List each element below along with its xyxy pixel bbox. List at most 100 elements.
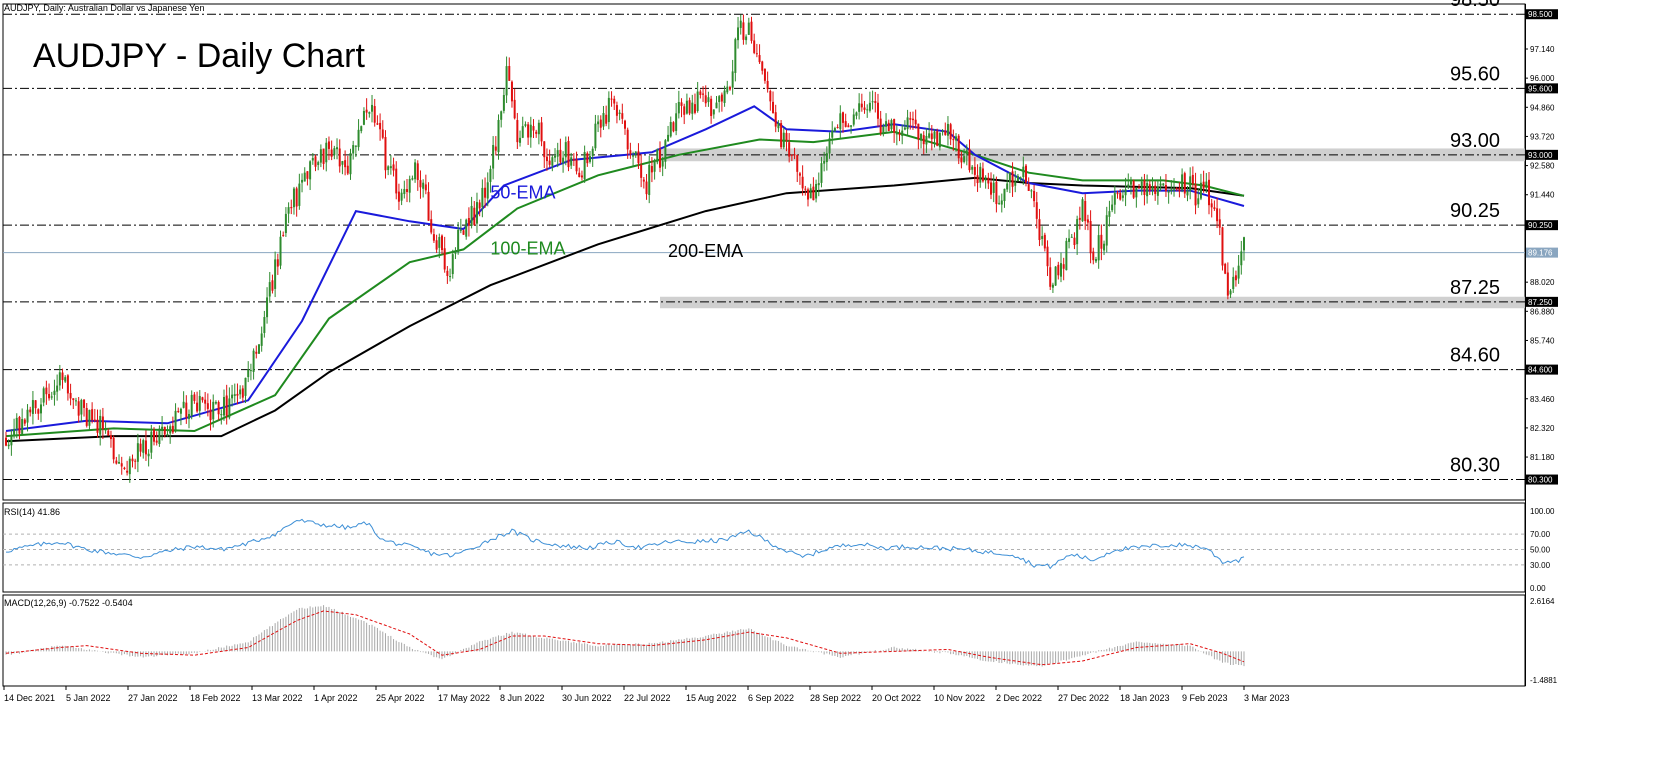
candle-body xyxy=(80,399,83,415)
candle-body xyxy=(734,39,737,73)
candle xyxy=(276,253,279,275)
candle xyxy=(430,210,433,235)
candle-body xyxy=(290,207,293,209)
candle-body xyxy=(387,166,390,170)
candle-body xyxy=(567,140,570,168)
price-tick-label: 81.180 xyxy=(1530,453,1555,462)
candle-body xyxy=(852,114,855,125)
candle xyxy=(1041,226,1044,246)
candle xyxy=(1162,182,1165,187)
candle xyxy=(658,141,661,173)
candle xyxy=(801,165,804,196)
rsi-tick-label: 100.00 xyxy=(1530,507,1555,516)
candle xyxy=(1113,185,1116,214)
candle-body xyxy=(952,139,955,141)
candle-body xyxy=(336,147,339,150)
candle xyxy=(505,56,508,104)
candle-body xyxy=(508,66,511,81)
candle-body xyxy=(750,21,753,41)
candle-body xyxy=(809,188,812,199)
candle xyxy=(1103,240,1106,256)
candle-body xyxy=(1105,215,1108,246)
candle xyxy=(1156,179,1159,205)
candle xyxy=(268,271,271,303)
candle xyxy=(338,139,341,173)
candle-body xyxy=(182,401,185,408)
candle xyxy=(575,151,578,175)
candle xyxy=(664,138,667,169)
candle-body xyxy=(653,160,656,172)
candle xyxy=(387,165,390,176)
candle xyxy=(672,121,675,133)
candle-body xyxy=(1116,193,1119,195)
level-label-84.60: 84.60 xyxy=(1450,345,1500,367)
candle-body xyxy=(917,123,920,140)
candle-body xyxy=(424,184,427,191)
candle-body xyxy=(56,385,59,392)
candle-body xyxy=(322,148,325,164)
candle-body xyxy=(626,129,629,150)
candle-body xyxy=(632,155,635,157)
candle-body xyxy=(1234,275,1237,281)
price-tag-label-84.600: 84.600 xyxy=(1528,366,1553,375)
candle xyxy=(911,111,914,130)
candle-body xyxy=(206,403,209,409)
candle xyxy=(1173,178,1176,197)
candle xyxy=(812,177,815,201)
candle-body xyxy=(153,429,156,442)
candle xyxy=(804,185,807,196)
candle xyxy=(607,91,610,130)
candle xyxy=(707,91,710,107)
candle-body xyxy=(185,402,188,418)
candle xyxy=(134,458,137,470)
candle xyxy=(360,125,363,134)
candle-body xyxy=(599,119,602,128)
candle xyxy=(882,123,885,137)
candle xyxy=(419,170,422,199)
candle-body xyxy=(198,395,201,411)
candle-body xyxy=(486,182,489,199)
candle-body xyxy=(658,149,661,168)
candle xyxy=(796,154,799,183)
candle xyxy=(1178,182,1181,198)
candle-body xyxy=(887,122,890,131)
candle-body xyxy=(1081,199,1084,222)
candle xyxy=(373,98,376,127)
candle xyxy=(677,90,680,119)
candle-body xyxy=(416,163,419,181)
candle-body xyxy=(109,435,112,440)
candle-body xyxy=(77,401,80,416)
candle-body xyxy=(72,398,75,401)
candle xyxy=(80,398,83,422)
candle xyxy=(177,407,180,413)
candle xyxy=(885,113,888,134)
candle-body xyxy=(107,430,110,436)
candle xyxy=(626,127,629,159)
candle-body xyxy=(788,142,791,157)
candle xyxy=(551,155,554,172)
candle xyxy=(510,80,513,108)
candle-body xyxy=(196,402,199,412)
candle xyxy=(1197,187,1200,208)
candle xyxy=(586,151,589,167)
candle-body xyxy=(901,130,904,137)
candle xyxy=(408,175,411,203)
candle-body xyxy=(1038,219,1041,240)
candle xyxy=(400,188,403,206)
candle-body xyxy=(650,166,653,173)
candle-body xyxy=(812,186,815,201)
candle xyxy=(424,174,427,195)
candle xyxy=(131,454,134,468)
candle xyxy=(720,92,723,112)
candle xyxy=(467,207,470,237)
candle-body xyxy=(879,118,882,134)
candle-body xyxy=(807,189,810,200)
candle xyxy=(917,123,920,150)
candle-body xyxy=(1025,165,1028,183)
candle-body xyxy=(521,126,524,138)
candle-body xyxy=(782,132,785,148)
candle-body xyxy=(629,150,632,155)
candle-body xyxy=(839,113,842,130)
price-tag-label-95.600: 95.600 xyxy=(1528,84,1553,93)
